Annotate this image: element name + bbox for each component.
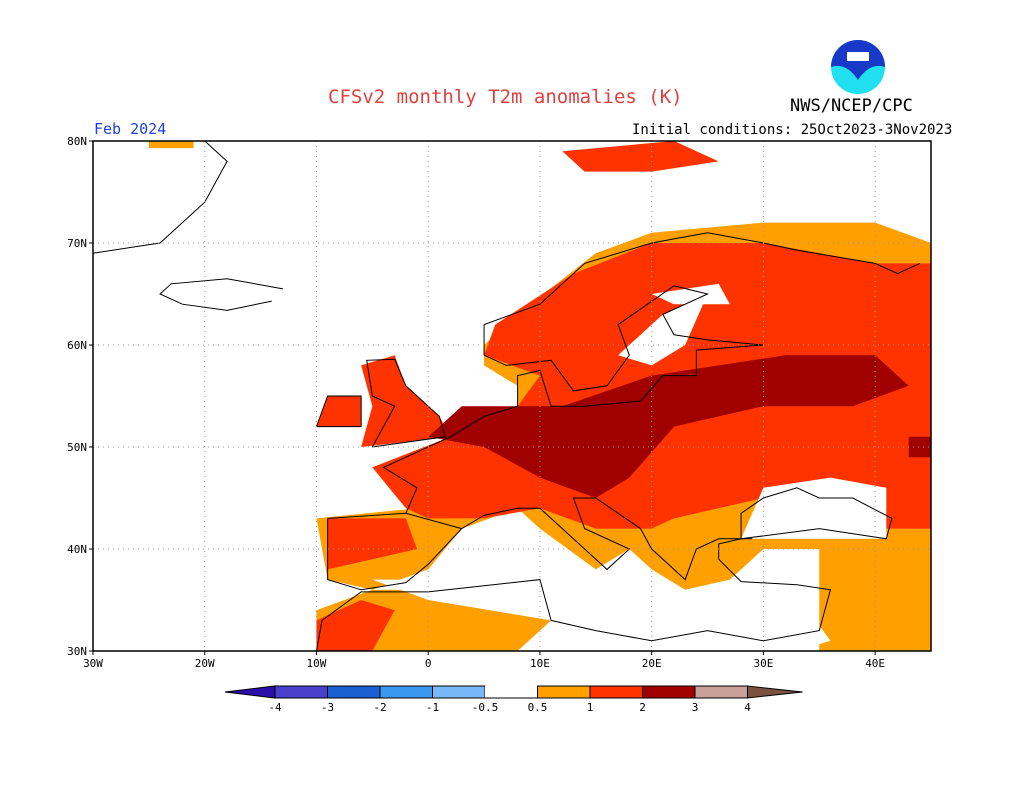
colorbar-segment [694, 685, 748, 699]
lat-tick-label: 60N [67, 339, 87, 352]
colorbar-label: 3 [692, 701, 699, 714]
colorbar-label: -2 [373, 701, 386, 714]
colorbar-label: 2 [639, 701, 646, 714]
lon-tick-label: 0 [425, 657, 432, 670]
colorbar-segment [379, 685, 433, 699]
colorbar-label: -4 [268, 701, 282, 714]
anomaly-region-7 [327, 518, 418, 570]
colorbar-segment [589, 685, 643, 699]
anomaly-region-10 [428, 355, 909, 498]
anomaly-region-14 [651, 283, 730, 305]
colorbar-segment [485, 686, 538, 698]
coastline-4 [327, 512, 463, 591]
colorbar-segment [432, 685, 486, 699]
lat-tick-label: 50N [67, 441, 87, 454]
colorbar-segment [537, 685, 591, 699]
anomaly-region-8 [316, 600, 395, 651]
colorbar-segment [642, 685, 696, 699]
colorbar-segment [327, 685, 381, 699]
colorbar-segment [274, 685, 328, 699]
anomaly-region-9 [562, 141, 719, 172]
initial-conditions: Initial conditions: 25Oct2023-3Nov2023 [632, 122, 953, 138]
lon-tick-label: 10E [530, 657, 550, 670]
colorbar-label: 0.5 [528, 701, 548, 714]
colorbar-arrow-low [224, 685, 276, 699]
anomaly-region-12 [618, 294, 708, 366]
lat-tick-label: 40N [67, 543, 87, 556]
forecast-month: Feb 2024 [94, 120, 167, 138]
coastline-6 [315, 487, 893, 652]
lon-tick-label: 40E [865, 657, 885, 670]
coastline-7 [382, 232, 921, 514]
lat-tick-label: 30N [67, 645, 87, 658]
colorbar-label: -3 [321, 701, 334, 714]
colorbar-label: -1 [426, 701, 439, 714]
coastline-3 [366, 358, 446, 448]
lon-tick-label: 10W [307, 657, 327, 670]
coastline-5 [461, 497, 753, 581]
anomaly-region-5 [361, 355, 451, 447]
lat-tick-label: 70N [67, 237, 87, 250]
colorbar-label: -0.5 [472, 701, 499, 714]
colorbar-label: 1 [587, 701, 594, 714]
colorbar-arrow-high [747, 685, 803, 699]
anomaly-region-11 [908, 436, 931, 458]
anomaly-region-13 [741, 477, 887, 539]
anomaly-region-2 [819, 549, 931, 651]
lat-tick-label: 80N [67, 135, 87, 148]
lon-tick-label: 20W [195, 657, 215, 670]
colorbar-label: 4 [744, 701, 751, 714]
agency-label: NWS/NCEP/CPC [790, 96, 913, 116]
coastline-1 [92, 140, 228, 254]
map-frame [92, 140, 932, 652]
anomaly-region-15 [372, 569, 831, 651]
lon-tick-label: 30W [83, 657, 103, 670]
anomaly-region-3 [148, 141, 194, 149]
coastline-0 [159, 278, 284, 311]
lon-tick-label: 30E [753, 657, 773, 670]
lon-tick-label: 20E [642, 657, 662, 670]
chart-title: CFSv2 monthly T2m anomalies (K) [328, 86, 683, 108]
anomaly-region-6 [316, 396, 362, 427]
coastline-2 [315, 395, 362, 428]
